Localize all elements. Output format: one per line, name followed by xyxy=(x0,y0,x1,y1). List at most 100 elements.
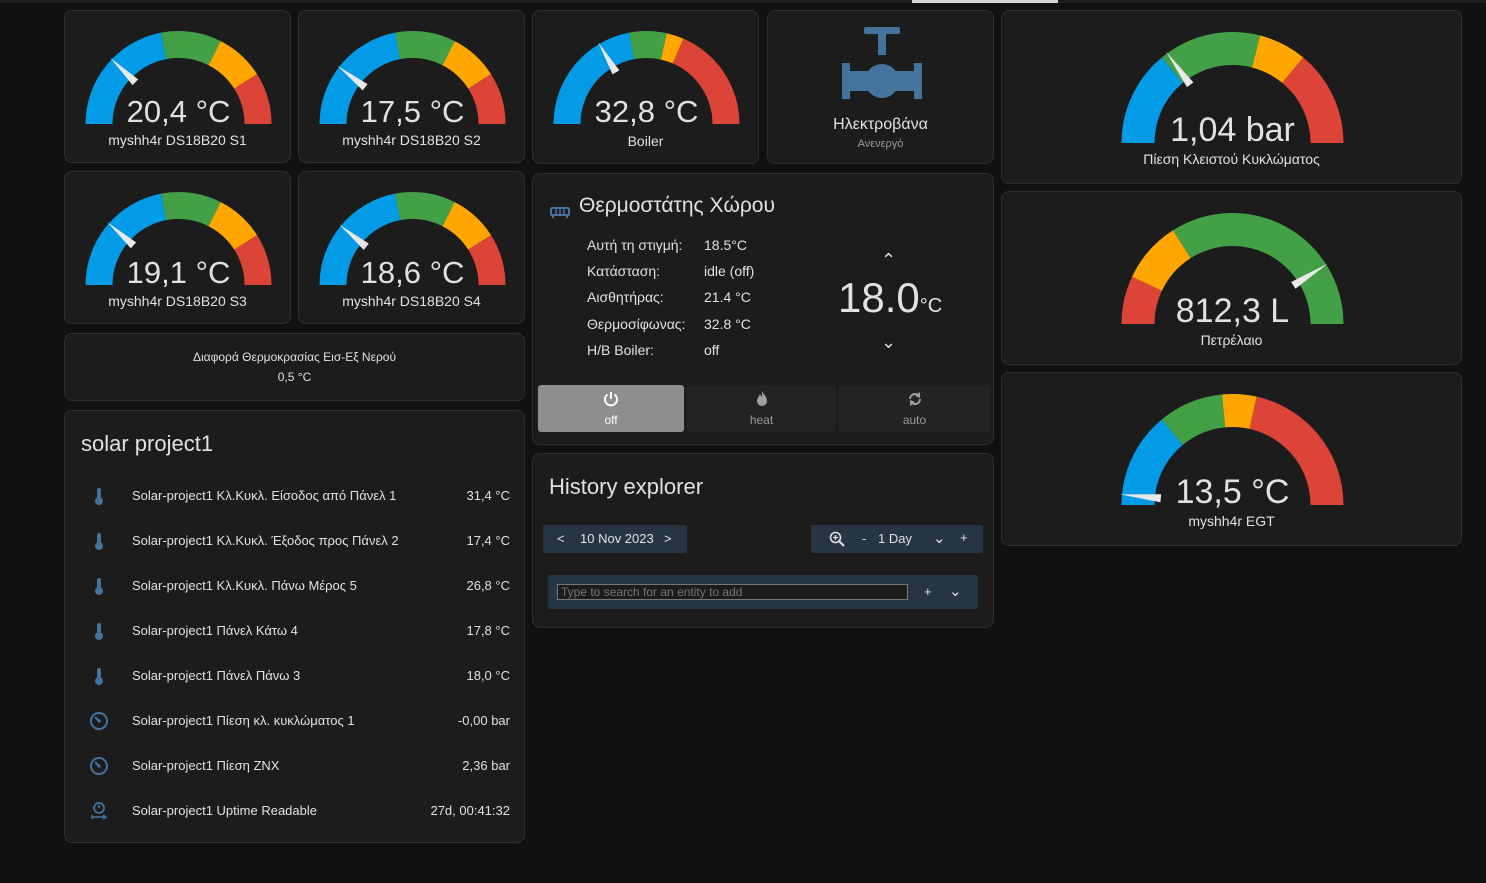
gauge-card-oil[interactable]: 812,3 L Πετρέλαιο xyxy=(1001,191,1462,365)
entity-name: Solar-project1 Κλ.Κυκλ. Είσοδος από Πάνε… xyxy=(132,488,397,503)
mode-label: auto xyxy=(902,413,927,427)
temp-diff-card[interactable]: Διαφορά Θερμοκρασίας Εισ-Εξ Νερού 0,5 °C xyxy=(64,333,525,401)
gauge-segment xyxy=(1282,57,1344,143)
gauge-segment xyxy=(234,235,272,285)
gauge-value: 18,6 °C xyxy=(361,255,465,290)
mode-auto-button[interactable]: auto xyxy=(839,385,990,432)
zoom-in-button[interactable]: + xyxy=(960,530,968,545)
next-date-button[interactable]: > xyxy=(664,531,672,546)
gauge-card-pressure[interactable]: 1,04 bar Πίεση Κλειστού Κυκλώματος xyxy=(1001,10,1462,184)
gauge-segment xyxy=(161,192,221,227)
gauge-card-s1[interactable]: 20,4 °C myshh4r DS18B20 S1 xyxy=(64,10,291,163)
zoom-out-button[interactable]: - xyxy=(862,531,867,546)
gauge-value: 19,1 °C xyxy=(127,255,231,290)
temp-down-button[interactable]: ⌄ xyxy=(881,332,897,352)
gauge-segment xyxy=(468,74,506,124)
target-temperature: 18.0°C xyxy=(838,274,942,322)
gauge-needle xyxy=(107,222,137,249)
gauge-needle xyxy=(110,57,139,86)
gauge-segment xyxy=(1173,212,1344,324)
gauge-needle xyxy=(339,224,369,250)
entity-row[interactable]: Solar-project1 Κλ.Κυκλ. Πάνω Μέρος 5 26,8… xyxy=(65,574,524,619)
gauge-graphic: 13,5 °C xyxy=(1120,394,1344,511)
gauge-value: 13,5 °C xyxy=(1176,473,1290,511)
gauge-name: myshh4r DS18B20 S3 xyxy=(108,293,247,309)
radiator-icon xyxy=(550,207,570,218)
gauge-segment xyxy=(85,32,167,124)
mode-heat-button[interactable]: heat xyxy=(687,385,836,432)
entity-row[interactable]: Solar-project1 Πίεση κλ. κυκλώματος 1 -0,… xyxy=(65,709,524,754)
thermometer-icon xyxy=(89,666,109,686)
gauge-icon xyxy=(89,756,109,776)
gauge-value: 1,04 bar xyxy=(1170,111,1295,149)
gauge-name: myshh4r DS18B20 S2 xyxy=(342,132,481,148)
mode-off-button[interactable]: off xyxy=(538,385,684,432)
gauge-graphic: 17,5 °C xyxy=(319,31,506,129)
history-title: History explorer xyxy=(549,474,704,499)
prev-date-button[interactable]: < xyxy=(557,531,565,546)
top-bar xyxy=(0,0,1486,3)
gauge-name: myshh4r EGT xyxy=(1188,513,1275,529)
gauge-card-boiler[interactable]: 32,8 °C Boiler xyxy=(532,10,759,164)
gauge-graphic: 812,3 L xyxy=(1121,212,1344,330)
attr-label-state: Κατάσταση: xyxy=(587,263,661,279)
history-explorer-card: History explorer < 10 Nov 2023 > - 1 Day… xyxy=(532,453,994,628)
entity-name: Solar-project1 Uptime Readable xyxy=(132,803,317,818)
gauge-card-s4[interactable]: 18,6 °C myshh4r DS18B20 S4 xyxy=(298,171,525,324)
temp-diff-value: 0,5 °C xyxy=(277,370,312,384)
gauge-segment xyxy=(672,38,740,124)
entity-row[interactable]: Solar-project1 Κλ.Κυκλ. Έξοδος προς Πάνε… xyxy=(65,529,524,574)
date-label[interactable]: 10 Nov 2023 xyxy=(580,531,654,546)
attr-value-heater: 32.8 °C xyxy=(704,316,751,332)
expand-chevron-icon[interactable]: ⌄ xyxy=(949,583,962,600)
add-entity-button[interactable]: + xyxy=(924,584,932,599)
attr-label-current: Αυτή τη στιγμή: xyxy=(587,237,683,253)
gauge-segment xyxy=(660,33,684,64)
entity-value: 17,4 °C xyxy=(466,533,510,548)
gauge-card-egt[interactable]: 13,5 °C myshh4r EGT xyxy=(1001,372,1462,546)
gauge-name: Πίεση Κλειστού Κυκλώματος xyxy=(1143,151,1320,167)
gauge-segment xyxy=(319,32,401,124)
entity-row[interactable]: Solar-project1 Κλ.Κυκλ. Είσοδος από Πάνε… xyxy=(65,484,524,529)
range-select[interactable]: 1 Day xyxy=(878,531,912,546)
temp-up-button[interactable]: ⌃ xyxy=(881,250,897,270)
entity-name: Solar-project1 Κλ.Κυκλ. Πάνω Μέρος 5 xyxy=(132,578,357,593)
range-control: - 1 Day ⌄ + xyxy=(811,525,983,553)
gauge-graphic: 19,1 °C xyxy=(85,192,272,290)
gauge-card-s2[interactable]: 17,5 °C myshh4r DS18B20 S2 xyxy=(298,10,525,163)
entity-row[interactable]: Solar-project1 Uptime Readable 27d, 00:41… xyxy=(65,799,524,844)
solar-project-card: solar project1 Solar-project1 Κλ.Κυκλ. Ε… xyxy=(64,410,525,843)
entity-row[interactable]: Solar-project1 Πάνελ Κάτω 4 17,8 °C xyxy=(65,619,524,664)
entity-name: Solar-project1 Πάνελ Κάτω 4 xyxy=(132,623,298,638)
zoom-icon[interactable] xyxy=(829,531,845,547)
thermometer-icon xyxy=(89,531,109,551)
gauge-segment xyxy=(468,235,506,285)
gauge-segment xyxy=(395,192,455,227)
entity-name: Solar-project1 Πίεση ZNX xyxy=(132,758,280,773)
entity-row[interactable]: Solar-project1 Πίεση ZNX 2,36 bar xyxy=(65,754,524,799)
autorenew-icon xyxy=(908,392,921,406)
valve-state: Ανενεργό xyxy=(857,138,904,150)
gauge-graphic: 32,8 °C xyxy=(553,31,740,129)
gauge-name: Boiler xyxy=(627,133,664,149)
timer-icon xyxy=(89,801,109,821)
gauge-name: Πετρέλαιο xyxy=(1200,332,1263,348)
entity-search-input[interactable] xyxy=(557,584,908,600)
thermometer-icon xyxy=(89,486,109,506)
entity-value: 27d, 00:41:32 xyxy=(430,803,510,818)
gauge-needle xyxy=(1120,494,1162,503)
gauge-segment xyxy=(553,32,635,124)
temp-diff-label: Διαφορά Θερμοκρασίας Εισ-Εξ Νερού xyxy=(192,350,397,364)
attr-value-sensor: 21.4 °C xyxy=(704,289,751,305)
attr-value-current: 18.5°C xyxy=(704,237,747,253)
gauge-card-s3[interactable]: 19,1 °C myshh4r DS18B20 S3 xyxy=(64,171,291,324)
card-title: solar project1 xyxy=(81,431,214,456)
gauge-needle xyxy=(337,65,368,91)
entity-row[interactable]: Solar-project1 Πάνελ Πάνω 3 18,0 °C xyxy=(65,664,524,709)
attr-label-boiler: H/B Boiler: xyxy=(587,342,654,358)
range-chevron-icon[interactable]: ⌄ xyxy=(933,530,946,547)
valve-title: Ηλεκτροβάνα xyxy=(833,116,928,133)
entity-value: 31,4 °C xyxy=(466,488,510,503)
valve-card[interactable]: Ηλεκτροβάνα Ανενεργό xyxy=(767,10,994,164)
thermostat-card: Θερμοστάτης Χώρου Αυτή τη στιγμή: 18.5°C… xyxy=(532,173,994,445)
